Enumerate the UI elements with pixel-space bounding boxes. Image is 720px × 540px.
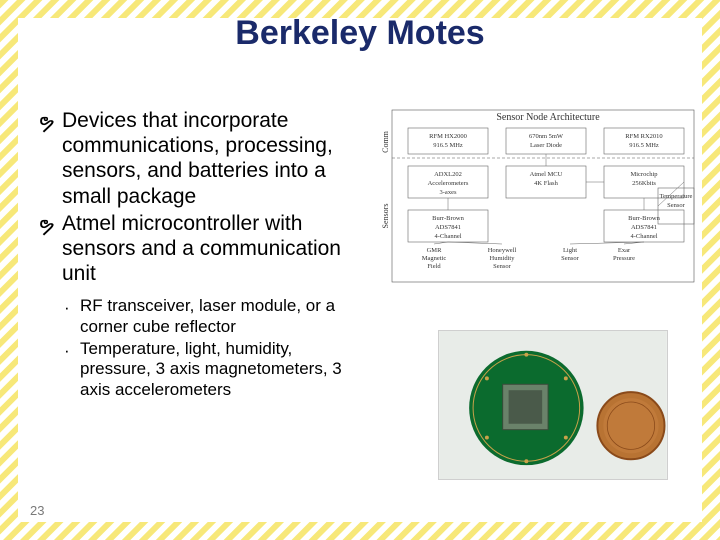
diagram-bottom-label: Pressure [613,255,635,262]
bullet-item: ຯ Atmel microcontroller with sensors and … [38,211,358,287]
diagram-edge [448,242,502,244]
diagram-node: RFM RX2010 916.5 MHz [604,128,684,154]
diagram-bottom-label: Field [427,263,441,270]
sub-bullet-glyph-icon: · [64,341,70,361]
diagram-node: RFM HX2000 916.5 MHz [408,128,488,154]
bullet-list-level2: · RF transceiver, laser module, or a corn… [62,296,358,400]
diagram-node: Burr-Brown ADS7841 4-Channel [408,210,488,242]
diagram-node-label: 4-Channel [630,233,657,240]
diagram-bottom-label: Honeywell [488,247,517,254]
diagram-node-label: 4-Channel [434,233,461,240]
diagram-node-label: 916.5 MHz [629,142,659,149]
slide: Berkeley Motes ຯ Devices that incorporate… [0,0,720,540]
bullet-text: Atmel microcontroller with sensors and a… [62,212,341,285]
diagram-node-label: Burr-Brown [432,215,464,222]
diagram-node-label: Temperature [660,193,693,200]
diagram-bottom-label: Light [563,247,577,254]
slide-title: Berkeley Motes [0,14,720,53]
section-label-comm: Comm [381,130,390,153]
sub-bullet-item: · RF transceiver, laser module, or a corn… [62,296,358,337]
diagram-title: Sensor Node Architecture [496,112,600,123]
diagram-bottom-label: Sensor [561,255,580,262]
diagram-bottom-label: Sensor [493,263,512,270]
sub-bullet-glyph-icon: · [64,298,70,318]
diagram-node-label: 256Kbits [632,180,656,187]
diagram-node-label: 916.5 MHz [433,142,463,149]
diagram-node-label: 3-axes [440,189,457,196]
section-label-sensors: Sensors [381,204,390,229]
diagram-bottom-label: Magnetic [422,255,447,262]
diagram-node: Temperature Sensor [658,188,694,224]
diagram-node-label: ADXL202 [434,171,462,178]
diagram-node-label: Accelerometers [428,180,469,187]
diagram-node: Burr-Brown ADS7841 4-Channel [604,210,684,242]
diagram-node: Atmel MCU 4K Flash [506,166,586,198]
sub-bullet-text: Temperature, light, humidity, pressure, … [80,339,342,399]
diagram-node-label: ADS7841 [435,224,461,231]
bullet-list-level1: ຯ Devices that incorporate communications… [38,108,358,400]
diagram-node-label: 670nm 5mW [529,133,564,140]
bullet-content: ຯ Devices that incorporate communications… [38,108,358,404]
diagram-node-label: Sensor [667,202,686,209]
architecture-diagram: Sensor Node Architecture Comm Sensors RF… [378,106,698,286]
diagram-node-label: Laser Diode [530,142,562,149]
diagram-node-label: ADS7841 [631,224,657,231]
diagram-node-label: RFM HX2000 [429,133,467,140]
diagram-bottom-label: Exar [618,247,631,254]
diagram-node-label: Microchip [630,171,657,178]
bullet-glyph-icon: ຯ [38,213,55,238]
diagram-node-label: 4K Flash [534,180,558,187]
sub-bullet-text: RF transceiver, laser module, or a corne… [80,296,335,335]
diagram-bottom-label: GMR [427,247,442,254]
bullet-glyph-icon: ຯ [38,110,55,135]
diagram-bottom-label: Humidity [490,255,516,262]
diagram-node: ADXL202 Accelerometers 3-axes [408,166,488,198]
diagram-node-label: Atmel MCU [530,171,563,178]
mote-photo [438,330,668,480]
diagram-node: 670nm 5mW Laser Diode [506,128,586,154]
diagram-node-label: RFM RX2010 [625,133,662,140]
bullet-item: ຯ Devices that incorporate communications… [38,108,358,209]
page-number: 23 [30,503,44,518]
diagram-edge [434,242,448,244]
diagram-node-label: Burr-Brown [628,215,660,222]
bullet-text: Devices that incorporate communications,… [62,109,333,208]
sub-bullet-item: · Temperature, light, humidity, pressure,… [62,339,358,400]
